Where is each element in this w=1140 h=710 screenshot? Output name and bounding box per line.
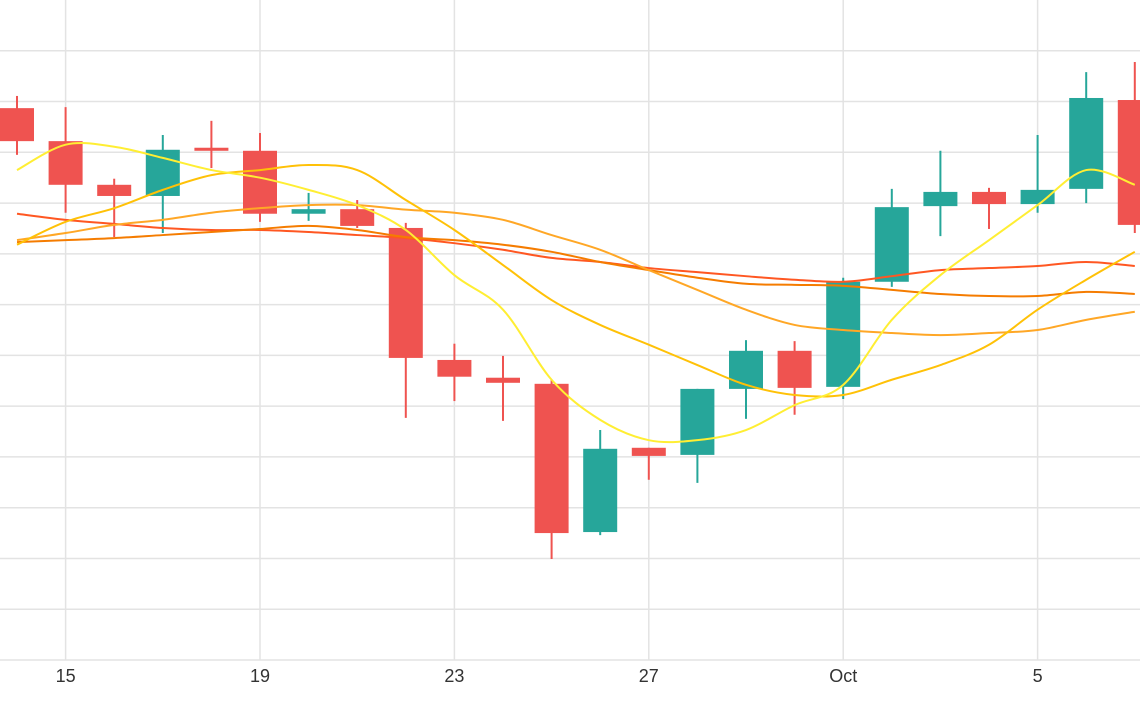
x-tick-label: 27	[639, 666, 659, 686]
candle-body	[48, 141, 83, 185]
candle-body	[340, 209, 375, 226]
candle-body	[874, 207, 909, 282]
candle-body	[972, 191, 1006, 205]
candle-body	[243, 150, 277, 214]
candle-body	[680, 388, 715, 455]
candle-body	[923, 191, 958, 207]
candle-body	[1020, 189, 1055, 205]
candle-body	[729, 350, 763, 389]
moving-average-line	[16, 163, 1136, 398]
candle-body	[0, 108, 34, 142]
x-tick-label: Oct	[829, 666, 857, 686]
moving-average-line	[16, 203, 1135, 337]
moving-average-line	[16, 212, 1135, 283]
x-tick-label: 23	[444, 666, 464, 686]
candle-body	[291, 209, 326, 214]
candle-body	[97, 184, 132, 196]
x-tick-label: 5	[1033, 666, 1043, 686]
candle-body	[631, 447, 666, 456]
moving-average-line	[16, 224, 1135, 298]
moving-average-line	[16, 142, 1136, 444]
candle-body	[826, 281, 861, 387]
candle-body	[1117, 100, 1140, 225]
x-tick-label: 15	[56, 666, 76, 686]
candle-body	[194, 147, 229, 151]
candle-body	[437, 359, 472, 377]
candle-body	[583, 448, 618, 533]
x-tick-label: 19	[250, 666, 270, 686]
candle-body	[388, 227, 423, 358]
candle-body	[777, 350, 812, 388]
candle-body	[486, 377, 520, 383]
candle-body	[534, 383, 569, 534]
